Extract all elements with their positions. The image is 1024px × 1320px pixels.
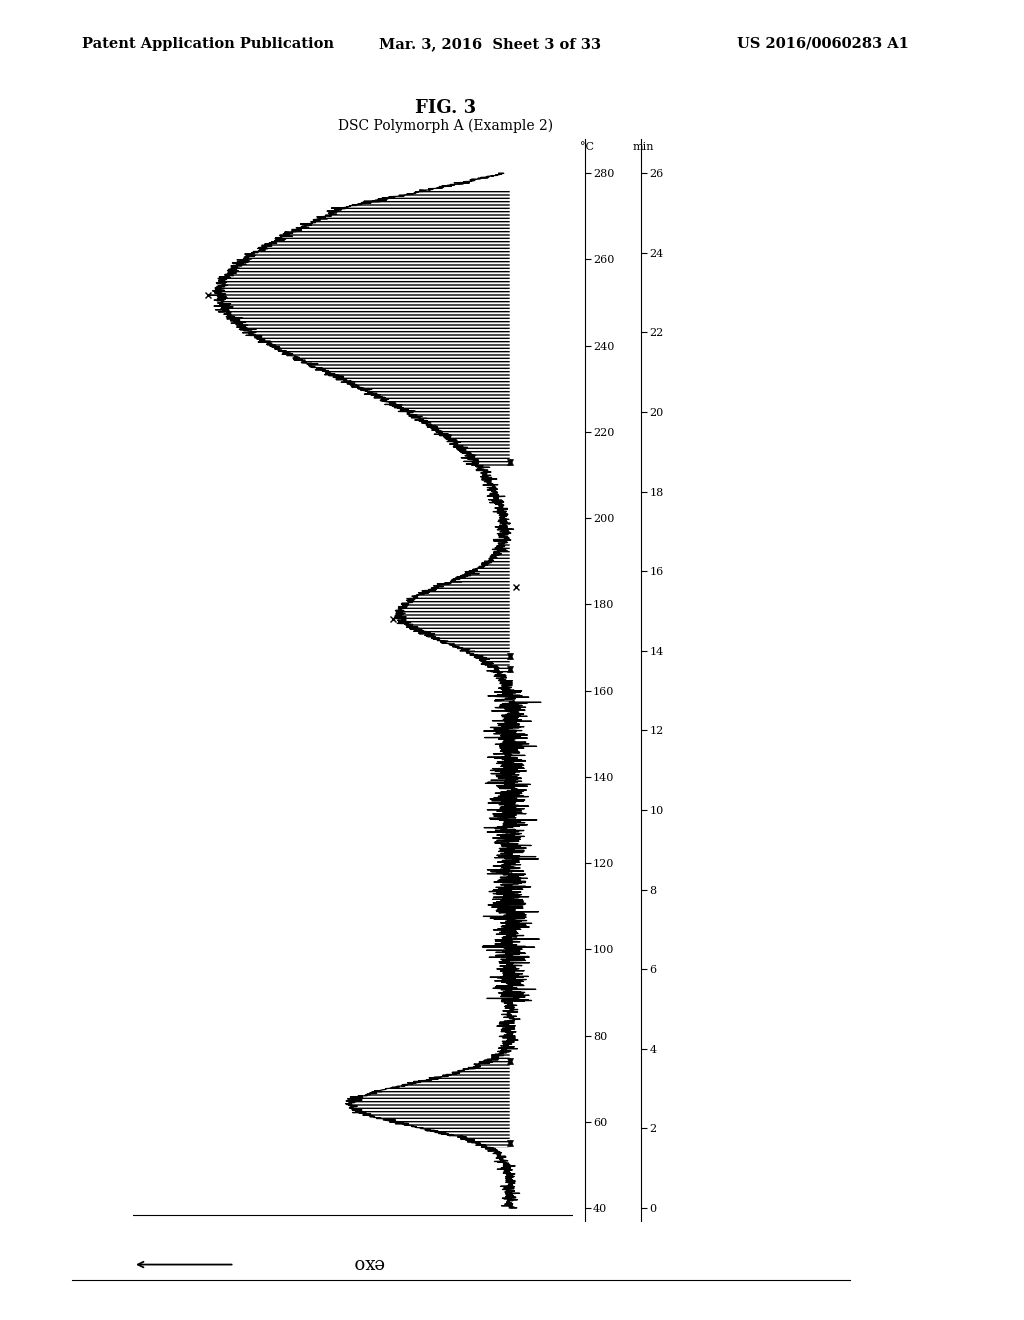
Text: Patent Application Publication: Patent Application Publication [82, 37, 334, 51]
Text: min: min [633, 141, 654, 152]
Text: exo: exo [353, 1254, 384, 1272]
Text: US 2016/0060283 A1: US 2016/0060283 A1 [737, 37, 909, 51]
Text: DSC Polymorph A (Example 2): DSC Polymorph A (Example 2) [338, 119, 553, 133]
Text: FIG. 3: FIG. 3 [415, 99, 476, 117]
Text: Mar. 3, 2016  Sheet 3 of 33: Mar. 3, 2016 Sheet 3 of 33 [379, 37, 601, 51]
Text: °C: °C [581, 141, 594, 152]
